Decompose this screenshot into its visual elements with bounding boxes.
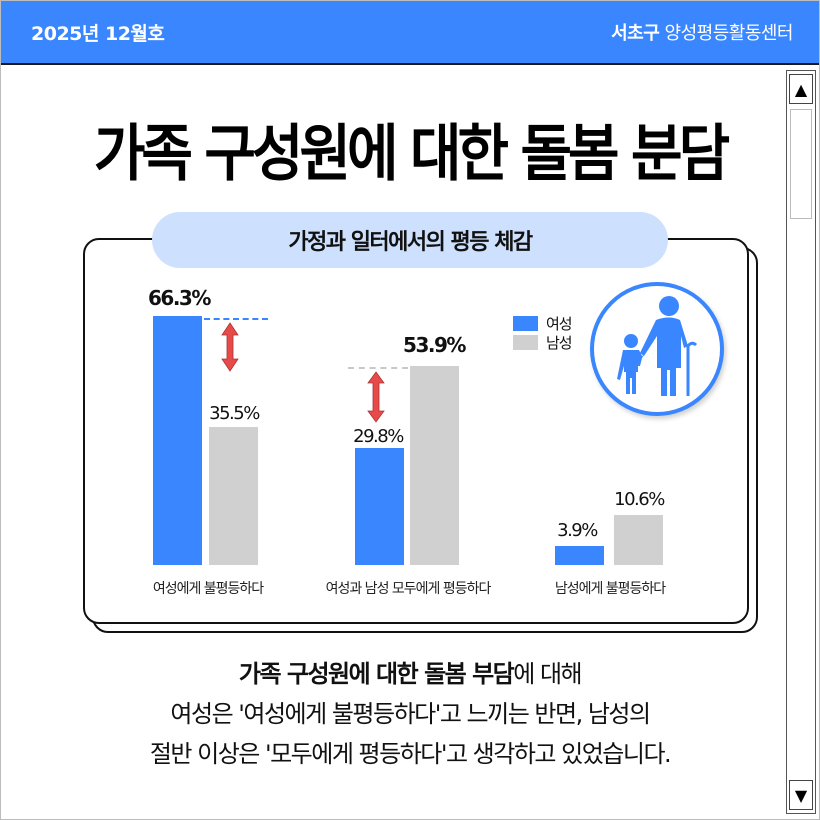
arrow-down-icon: ▼ [794,785,808,805]
legend-item-female: 여성 [513,314,573,333]
category-label: 여성에게 불평등하다 [152,581,264,597]
scroll-up-button[interactable]: ▲ [789,74,813,104]
scroll-thumb[interactable] [790,109,812,219]
gap-arrow-icon [367,371,385,423]
scroll-down-button[interactable]: ▼ [789,780,813,810]
reference-dashed-line [204,318,268,320]
value-label-male: 35.5% [209,403,260,424]
value-label-female: 66.3% [148,286,211,310]
chart-legend: 여성 남성 [513,314,573,352]
summary-line-1-rest: 에 대해 [513,660,582,688]
summary-line-3: 절반 이상은 '모두에게 평등하다'고 생각하고 있었습니다. [149,740,672,768]
legend-label: 남성 [546,334,573,352]
vertical-scrollbar[interactable]: ▲ ▼ [786,70,816,814]
legend-label: 여성 [546,315,573,333]
bar-female [555,546,604,565]
summary-highlight: 가족 구성원에 대한 돌봄 부담 [238,660,515,688]
summary-line-2: 여성은 '여성에게 불평등하다'고 느끼는 반면, 남성의 [170,700,651,728]
legend-swatch-male [513,335,538,350]
summary-text: 가족 구성원에 대한 돌봄 부담에 대해 여성은 '여성에게 불평등하다'고 느… [40,654,780,774]
bar-male [614,515,663,565]
legend-swatch-female [513,316,538,331]
chart-subtitle: 가정과 일터에서의 평등 체감 [152,212,668,268]
newsletter-header: 2025년 12월호 서초구 양성평등활동센터 [1,1,819,65]
reference-dashed-line [348,367,408,369]
legend-item-male: 남성 [513,333,573,352]
summary-line-1: 가족 구성원에 대한 돌봄 부담에 대해 [40,654,780,694]
gap-arrow-icon [221,322,239,372]
org-suffix: 양성평등활동센터 [664,23,794,44]
arrow-up-icon: ▲ [794,79,808,99]
bar-male [209,427,258,565]
value-label-male: 53.9% [403,333,466,357]
org-name: 서초구 양성평등활동센터 [611,19,793,45]
elderly-with-child-icon [590,282,724,416]
bar-female [355,448,404,565]
issue-label: 2025년 12월호 [31,23,165,45]
page-title: 가족 구성원에 대한 돌봄 분담 [93,118,730,190]
org-prefix: 서초구 [611,23,660,44]
value-label-male: 10.6% [614,489,665,510]
bar-female [153,316,202,565]
value-label-female: 3.9% [557,520,598,541]
bar-male [410,366,459,565]
category-label: 여성과 남성 모두에게 평등하다 [325,581,492,597]
category-label: 남성에게 불평등하다 [554,581,666,597]
value-label-female: 29.8% [353,426,404,447]
